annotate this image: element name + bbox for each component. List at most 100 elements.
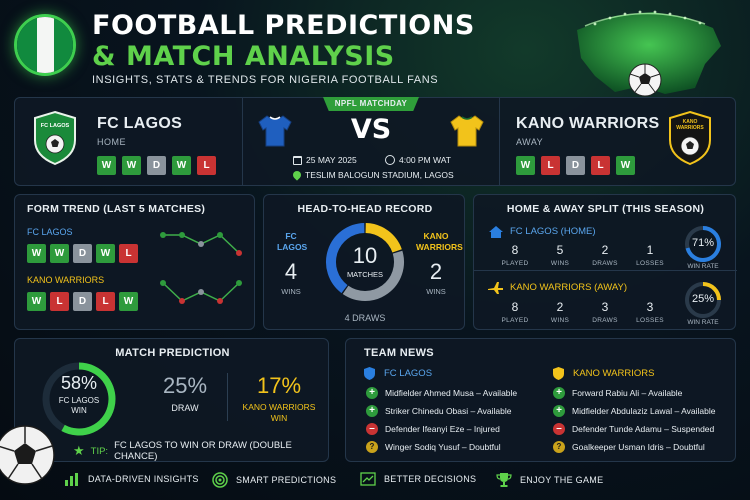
- form-result-badge: L: [541, 156, 560, 175]
- home-win-probability-ring: [42, 362, 116, 436]
- away-win-rate-gauge: [685, 282, 721, 318]
- split-away-stat-1: 8 PLAYED: [501, 300, 529, 324]
- team-news-item: – Defender Ifeanyi Eze – Injured: [366, 420, 546, 438]
- home-shield-icon: [364, 367, 375, 380]
- away-win-pct: 17%: [256, 373, 302, 398]
- form-result-badge: D: [147, 156, 166, 175]
- home-crest-text: FC LAGOS: [40, 123, 70, 129]
- team-news-text: Forward Rabiu Ali – Available: [572, 388, 683, 398]
- team-news-item: ? Winger Sodiq Yusuf – Doubtful: [366, 438, 546, 456]
- away-win-rate-label: WIN RATE: [687, 319, 719, 326]
- prediction-panel: MATCH PREDICTION 58% FC LAGOS WIN 25% DR…: [14, 338, 329, 462]
- split-away-stat-2: 2 WINS: [550, 300, 570, 324]
- h2h-draws: 4 DRAWS: [344, 313, 386, 323]
- available-status-icon: +: [366, 405, 378, 417]
- feature-data-driven: DATA-DRIVEN INSIGHTS: [64, 472, 199, 486]
- split-home-label: FC LAGOS (HOME): [510, 226, 596, 237]
- team-news-away-list: + Forward Rabiu Ali – Available + Midfielde…: [553, 384, 735, 456]
- team-news-panel: TEAM NEWS FC LAGOS + Midfielder Ahmed Mus…: [345, 338, 736, 462]
- split-row-home: FC LAGOS (HOME) 8 PLAYED 5 WINS 2 DRAWS …: [474, 221, 737, 271]
- h2h-donut-slice: [342, 250, 404, 301]
- match-venue: TESLIM BALOGUN STADIUM, LAGOS: [291, 169, 454, 181]
- form-trend-point: [217, 298, 223, 304]
- prediction-title: MATCH PREDICTION: [115, 347, 230, 359]
- home-jersey-icon: [258, 115, 292, 147]
- form-result-badge: L: [591, 156, 610, 175]
- form-trend-away-line: [160, 280, 242, 304]
- page-subtitle: INSIGHTS, STATS & TRENDS FOR NIGERIA FOO…: [92, 74, 439, 86]
- feature-enjoy-game: ENJOY THE GAME: [496, 472, 603, 488]
- away-jersey-icon: [450, 115, 484, 147]
- h2h-total: 10: [352, 243, 378, 268]
- h2h-away-label: KANO WARRIORS: [416, 231, 463, 252]
- away-shield-icon: [553, 367, 564, 380]
- doubtful-status-icon: ?: [366, 441, 378, 453]
- form-trend-away-label: KANO WARRIORS: [27, 275, 105, 285]
- team-news-text: Goalkeeper Usman Idris – Doubtful: [572, 442, 705, 452]
- form-result-badge: W: [122, 156, 141, 175]
- team-news-text: Winger Sodiq Yusuf – Doubtful: [385, 442, 501, 452]
- draw-label: DRAW: [171, 403, 199, 413]
- home-house-icon: [489, 226, 503, 238]
- form-trend-point: [160, 232, 166, 238]
- form-result-badge: W: [172, 156, 191, 175]
- team-news-text: Midfielder Abdulaziz Lawal – Available: [572, 406, 716, 416]
- h2h-away-wins-label: WINS: [426, 287, 446, 296]
- h2h-home-wins-label: WINS: [281, 287, 301, 296]
- split-panel: HOME & AWAY SPLIT (THIS SEASON) FC LAGOS…: [473, 194, 737, 330]
- team-news-home-name: FC LAGOS: [384, 368, 433, 379]
- home-win-label: FC LAGOS WIN: [58, 396, 100, 415]
- team-news-text: Midfielder Ahmed Musa – Available: [385, 388, 518, 398]
- form-trend-point: [236, 250, 242, 256]
- chart-icon: [360, 472, 376, 486]
- match-center: NPFL MATCHDAY VS 25 MAY 2025 4:00 PM WAT…: [243, 97, 499, 185]
- form-trend-home-line: [160, 232, 242, 256]
- bar-chart-icon: [65, 473, 78, 486]
- form-result-badge: L: [96, 292, 115, 311]
- split-home-stat-2: 5 WINS: [550, 243, 570, 267]
- team-news-title: TEAM NEWS: [364, 347, 434, 359]
- away-team-name: KANO WARRIORS: [516, 115, 660, 132]
- h2h-donut-slice: [326, 223, 365, 294]
- team-news-home-list: + Midfielder Ahmed Musa – Available + Strik…: [366, 384, 546, 456]
- home-team-role: HOME: [97, 137, 126, 147]
- form-trend-point: [198, 289, 204, 295]
- h2h-total-label: MATCHES: [346, 270, 384, 279]
- away-team-role: AWAY: [516, 137, 544, 147]
- away-win-label: KANO WARRIORS WIN: [242, 402, 316, 423]
- team-news-item: – Defender Tunde Adamu – Suspended: [553, 420, 735, 438]
- page-title-line2: & MATCH ANALYSIS: [92, 41, 395, 72]
- home-win-rate-gauge: [685, 226, 721, 262]
- form-result-badge: W: [119, 292, 138, 311]
- airplane-icon: [488, 282, 503, 294]
- split-home-stat-4: 1 LOSSES: [636, 243, 664, 267]
- form-trend-point: [217, 232, 223, 238]
- form-result-badge: W: [27, 244, 46, 263]
- features-bar: DATA-DRIVEN INSIGHTS SMART PREDICTIONS B…: [0, 468, 750, 496]
- trophy-icon: [496, 473, 512, 487]
- h2h-away-wins: 2: [429, 259, 443, 284]
- nigeria-flag-icon: [14, 14, 76, 76]
- gauge-fill: [685, 226, 721, 262]
- split-away-label: KANO WARRIORS (AWAY): [510, 282, 627, 293]
- available-status-icon: +: [553, 387, 565, 399]
- prediction-ring-fill: [61, 362, 116, 436]
- form-result-badge: L: [50, 292, 69, 311]
- form-result-badge: W: [50, 244, 69, 263]
- form-result-badge: L: [119, 244, 138, 263]
- form-result-badge: D: [566, 156, 585, 175]
- form-result-badge: W: [27, 292, 46, 311]
- clock-icon: [385, 155, 395, 165]
- h2h-donut-slice: [365, 223, 402, 253]
- team-news-item: + Forward Rabiu Ali – Available: [553, 384, 735, 402]
- h2h-home-label: FC LAGOS: [277, 231, 308, 252]
- form-trend-point: [198, 241, 204, 247]
- h2h-home-wins: 4: [284, 259, 298, 284]
- location-pin-icon: [291, 169, 303, 181]
- split-title: HOME & AWAY SPLIT (THIS SEASON): [506, 203, 705, 215]
